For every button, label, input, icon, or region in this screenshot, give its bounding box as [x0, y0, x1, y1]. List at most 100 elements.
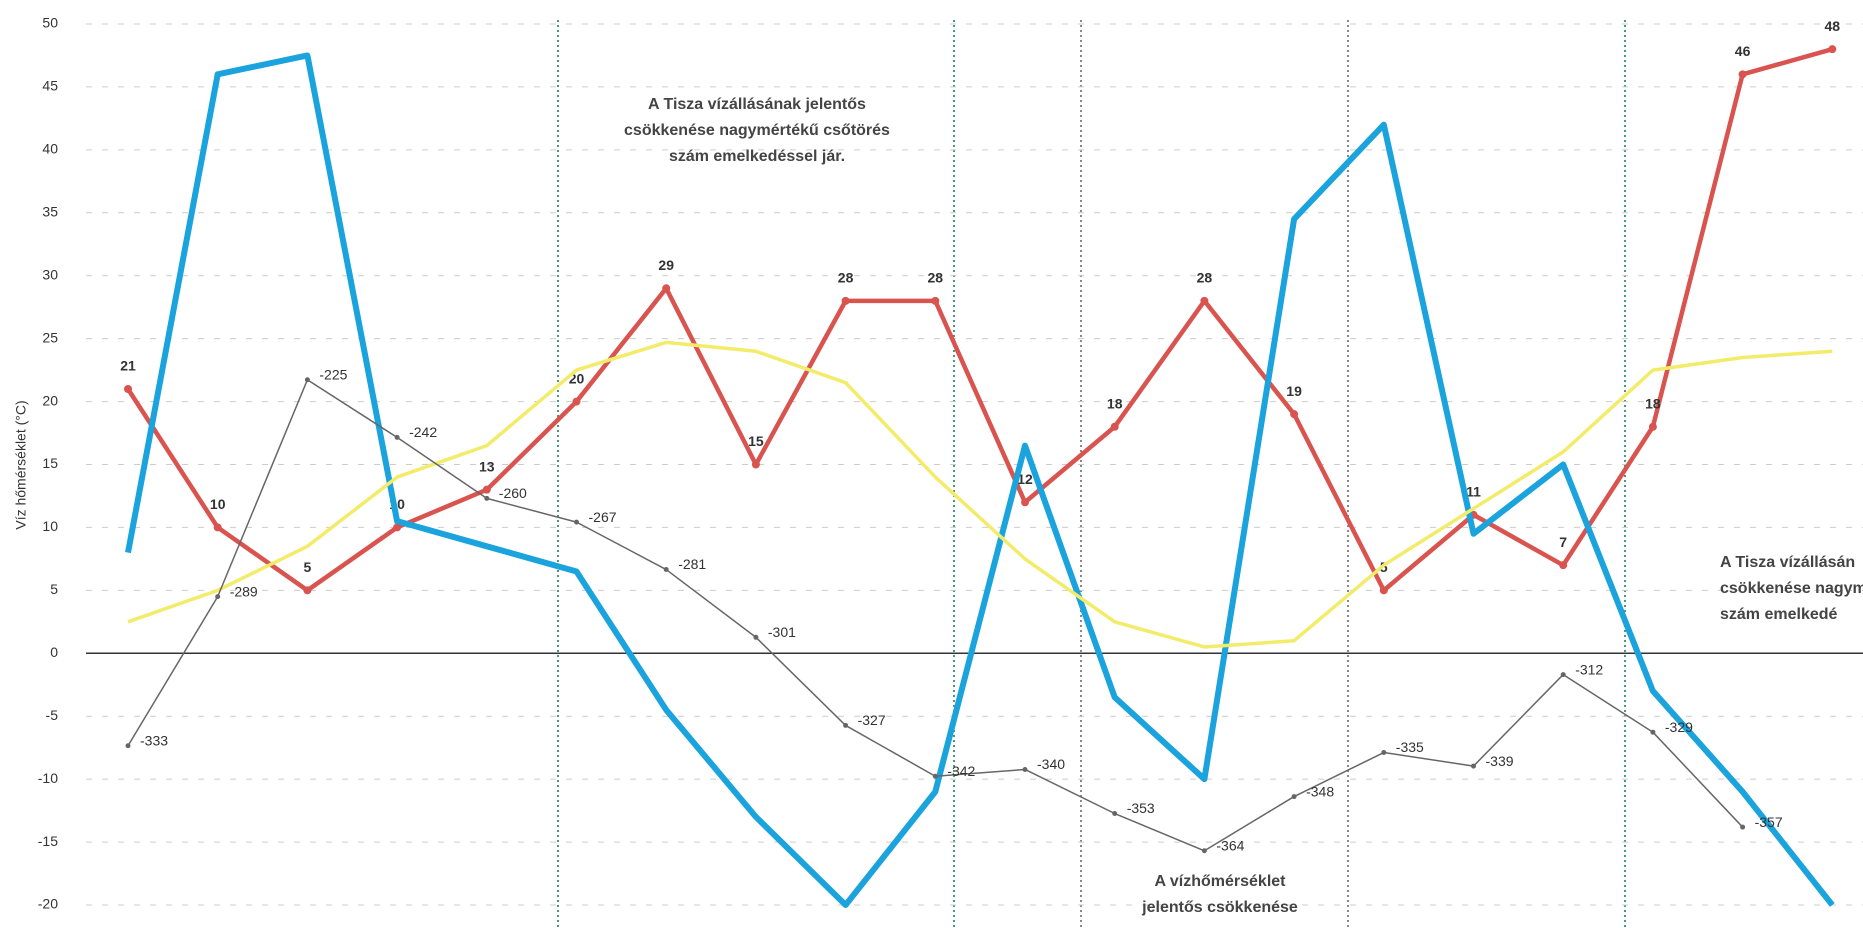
data-label: -329: [1665, 719, 1693, 735]
point: [1201, 848, 1207, 854]
point: [1740, 824, 1746, 830]
point: [482, 485, 491, 494]
point: [574, 519, 579, 525]
annotation: jelentős csökkenése: [1141, 899, 1298, 916]
annotation: csökkenése nagymér: [1720, 580, 1863, 597]
point: [1381, 750, 1387, 756]
y-axis-label: Víz hőmérséklet (°C): [13, 400, 29, 529]
data-label: 5: [304, 559, 312, 575]
point: [572, 397, 581, 406]
point: [125, 743, 131, 749]
point: [932, 773, 938, 779]
point: [841, 296, 850, 305]
data-label: 48: [1825, 18, 1841, 34]
data-label: -335: [1396, 739, 1424, 755]
annotation: A Tisza vízállásának jelentős: [648, 96, 866, 113]
series-line: [125, 52, 1835, 908]
data-label: 29: [658, 257, 674, 273]
data-label: 18: [1107, 395, 1123, 411]
data-label: -242: [409, 424, 437, 440]
data-label: 19: [1286, 383, 1302, 399]
y-tick-label: 5: [50, 581, 58, 597]
point: [304, 377, 310, 383]
point: [394, 434, 400, 440]
point: [1650, 729, 1656, 735]
data-label: -348: [1306, 783, 1334, 799]
y-tick-label: 40: [42, 141, 58, 157]
point: [1291, 794, 1297, 800]
data-label: -327: [858, 712, 886, 728]
point: [1110, 422, 1119, 431]
annotation: szám emelkedéssel jár.: [669, 148, 845, 165]
point: [1290, 410, 1299, 419]
data-label: 13: [479, 458, 495, 474]
y-tick-label: 0: [50, 644, 58, 660]
data-label: 11: [1466, 484, 1481, 500]
data-label: 28: [1197, 270, 1213, 286]
point: [1738, 70, 1747, 79]
point: [213, 523, 222, 532]
data-label: -312: [1575, 661, 1603, 677]
data-label: 15: [748, 433, 764, 449]
point: [753, 634, 759, 640]
data-label: 28: [928, 270, 944, 286]
point: [1648, 422, 1657, 431]
series-line: [127, 340, 1833, 649]
y-tick-label: 45: [42, 78, 58, 94]
point: [1021, 498, 1029, 507]
data-label: -267: [589, 509, 617, 525]
series-line: [126, 47, 1833, 593]
data-label: 28: [838, 270, 854, 286]
point: [1828, 45, 1837, 54]
point: [931, 296, 940, 305]
annotation: csökkenése nagymértékű csőtörés: [624, 122, 890, 139]
point: [1022, 766, 1028, 772]
data-label: 21: [120, 358, 136, 374]
point: [1200, 296, 1209, 305]
data-label: 10: [210, 496, 226, 512]
data-label: -289: [230, 583, 258, 599]
y-tick-label: 35: [42, 203, 58, 219]
point: [751, 460, 760, 469]
y-tick-label: 10: [42, 518, 58, 534]
point: [393, 523, 402, 532]
y-tick-label: -20: [38, 896, 58, 912]
point: [484, 495, 490, 501]
y-tick-label: 15: [42, 455, 58, 471]
data-label: 7: [1559, 534, 1567, 550]
point: [1560, 672, 1566, 678]
point: [1559, 561, 1568, 570]
annotation: szám emelkedé: [1720, 606, 1838, 623]
data-label: -342: [947, 763, 975, 779]
y-tick-label: -5: [46, 707, 59, 723]
point: [663, 567, 669, 573]
data-label: -364: [1216, 837, 1244, 853]
data-label: -353: [1127, 800, 1155, 816]
data-label: -225: [319, 366, 347, 382]
point: [215, 594, 221, 600]
y-tick-label: -10: [38, 770, 58, 786]
data-label: -333: [140, 732, 168, 748]
data-label: -281: [678, 556, 706, 572]
data-label: -340: [1037, 756, 1065, 772]
data-label: -301: [768, 624, 796, 640]
data-label: -260: [499, 485, 527, 501]
y-tick-label: 50: [42, 15, 58, 31]
annotation: A Tisza vízállásán: [1720, 554, 1855, 571]
point: [843, 722, 849, 728]
y-tick-label: 30: [42, 266, 58, 282]
point: [662, 284, 671, 293]
data-label: -357: [1755, 814, 1783, 830]
point: [1112, 811, 1118, 817]
annotation: A vízhőmérséklet: [1154, 873, 1286, 890]
point: [124, 384, 132, 393]
data-label: 12: [1017, 471, 1033, 487]
point: [1379, 586, 1388, 595]
point: [1471, 763, 1476, 769]
data-label: -339: [1486, 753, 1514, 769]
data-label: 46: [1735, 43, 1751, 59]
point: [303, 586, 312, 595]
data-label: 18: [1645, 395, 1661, 411]
